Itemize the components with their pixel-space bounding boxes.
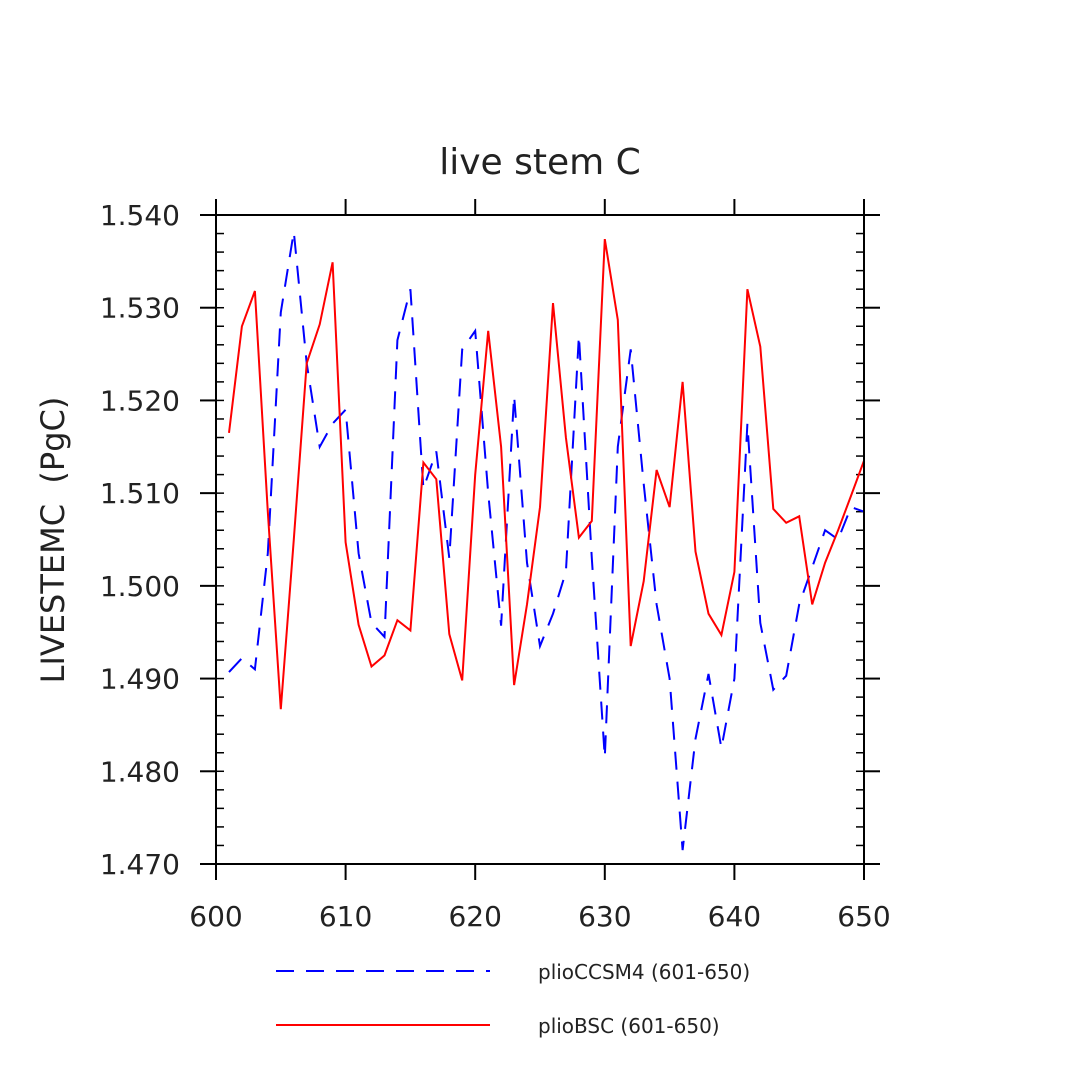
axis-ticks	[200, 199, 880, 880]
chart-title: live stem C	[439, 142, 641, 183]
y-tick-label: 1.480	[100, 755, 180, 788]
y-tick-label: 1.490	[100, 663, 180, 696]
y-tick-label: 1.540	[100, 199, 180, 232]
series-lines	[228, 231, 865, 851]
x-tick-label: 620	[448, 900, 501, 933]
legend-label: plioCCSM4 (601-650)	[538, 960, 750, 984]
x-tick-label: 600	[189, 900, 242, 933]
y-axis-label: LIVESTEMC (PgC)	[34, 397, 72, 684]
series-line-1	[228, 231, 865, 851]
x-tick-label: 630	[578, 900, 631, 933]
plot-frame	[215, 214, 865, 865]
x-tick-label: 610	[319, 900, 372, 933]
series-line-2	[228, 238, 865, 710]
y-tick-label: 1.470	[100, 848, 180, 881]
legend: plioCCSM4 (601-650) plioBSC (601-650)	[276, 960, 750, 1038]
x-tick-label: 640	[708, 900, 761, 933]
y-tick-label: 1.530	[100, 292, 180, 325]
x-tick-label: 650	[837, 900, 890, 933]
y-tick-label: 1.500	[100, 570, 180, 603]
legend-label: plioBSC (601-650)	[538, 1014, 720, 1038]
y-tick-label: 1.510	[100, 477, 180, 510]
axis-tick-labels: 600 610 620 630 640 650 1.470 1.480 1.490 1.500 1.…	[100, 199, 891, 933]
y-tick-label: 1.520	[100, 384, 180, 417]
